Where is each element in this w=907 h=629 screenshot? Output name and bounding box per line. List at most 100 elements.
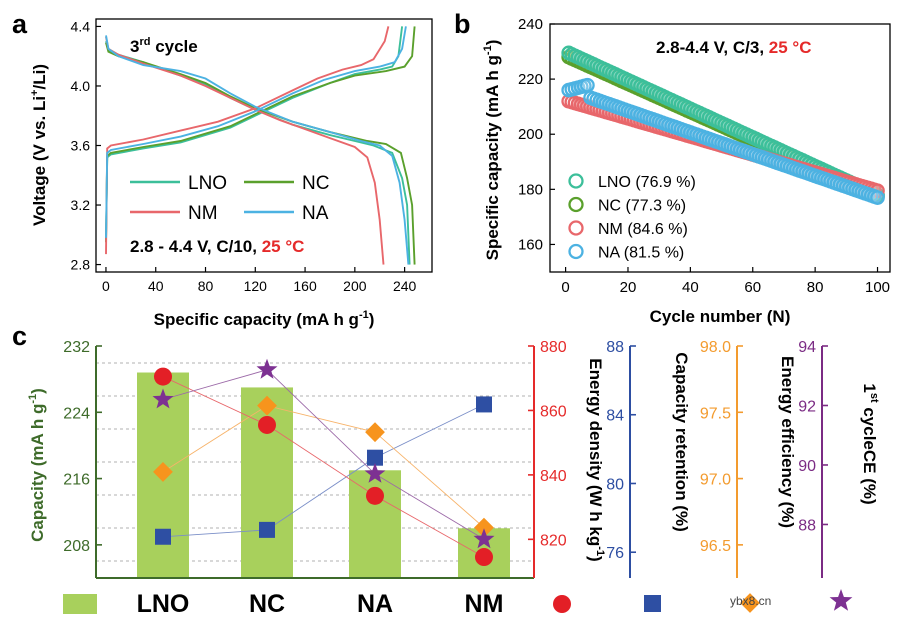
panel-b-legend-label-lno: LNO (76.9 %) (598, 174, 696, 191)
panel-c-tick-label-capacity-retention: 84 (606, 408, 624, 425)
panel-c-tick-label-capacity-retention: 80 (606, 476, 624, 493)
panel-c: 208 216 224 232 820 840 860 880 76 80 84 88 96.5 97.0… (27, 339, 880, 618)
panel-a-curve-nc-discharge (105, 42, 416, 265)
panel-c-capacity-retention-label: Capacity retention (%) (672, 352, 691, 531)
panel-c-tick-label-energy-efficiency: 97.0 (700, 472, 731, 489)
panel-c-tick-label-capacity: 208 (63, 538, 90, 555)
panel-a-legend-label-nc: NC (302, 173, 329, 194)
panel-c-marker-energy-density-nm (475, 548, 493, 567)
panel-b-ytick-label: 180 (518, 181, 543, 198)
panel-a-ytick-label: 4.4 (71, 18, 91, 34)
panel-c-line-energy-efficiency (162, 405, 485, 528)
panel-c-tick-label-capacity-retention: 76 (606, 545, 624, 562)
panel-c-tick-label-energy-efficiency: 97.5 (700, 405, 731, 422)
panel-c-marker-energy-density-lno (154, 367, 172, 386)
panel-c-marker-first-cycle-ce-nc (256, 358, 278, 379)
panel-c-category-labels: LNO NC NA NM (137, 590, 504, 618)
legend-bar-swatch (63, 594, 97, 614)
panel-c-capacity-label: Capacity (mA h g-1) (27, 388, 47, 542)
panel-c-tick-label-first-cycle-ce: 90 (798, 458, 816, 475)
panel-b-ytick-label: 200 (518, 126, 543, 143)
panel-c-line-capacity-retention (162, 403, 485, 538)
legend-energy-efficiency-marker (740, 593, 760, 613)
panel-b: 0 20 40 60 80 100 160 180 200 220 240 2.8-4.4 V, C… (482, 16, 891, 326)
panel-a-xtick-label: 240 (393, 278, 417, 294)
panel-a-xtick-label: 0 (102, 278, 110, 294)
panel-c-marker-first-cycle-ce-na (364, 462, 386, 483)
panel-b-xtick-label: 80 (807, 279, 824, 296)
panel-c-bars (137, 372, 510, 578)
panel-a-xtick-label: 120 (244, 278, 268, 294)
panel-b-ytick-label: 240 (518, 16, 543, 33)
panel-a-xtick-label: 40 (148, 278, 164, 294)
panel-b-xtick-label: 60 (744, 279, 761, 296)
panel-c-tick-label-energy-density: 880 (540, 339, 567, 356)
panel-b-condition: 2.8-4.4 V, C/3, 25 °C (656, 38, 812, 57)
panel-a-ytick-label: 3.6 (71, 138, 91, 154)
panel-b-ylabel: Specific capacity (mA h g-1) (482, 40, 502, 261)
panel-b-ytick-label: 160 (518, 236, 543, 253)
panel-c-tick-label-first-cycle-ce: 88 (798, 517, 816, 534)
panel-a-curve-na-charge (105, 26, 407, 238)
panel-label-c: c (12, 321, 27, 351)
panel-b-legend-label-nc: NC (77.3 %) (598, 198, 686, 215)
panel-b-legend-marker-lno (568, 173, 584, 189)
panel-a-curve-na-discharge (105, 35, 410, 265)
panel-a-ytick-label: 3.2 (71, 197, 91, 213)
panel-c-marker-energy-efficiency-na (365, 422, 385, 443)
panel-c-marker-energy-efficiency-nm (474, 517, 494, 538)
panel-c-tick-label-energy-density: 820 (540, 532, 567, 549)
panel-c-marker-first-cycle-ce-lno (152, 388, 174, 409)
panel-b-frame (549, 23, 891, 273)
panel-c-tick-label-capacity-retention: 88 (606, 339, 624, 356)
panel-c-line-first-cycle-ce (162, 369, 485, 540)
panel-a-ytick-label: 2.8 (71, 257, 91, 273)
panel-b-legend-marker-na (568, 243, 584, 260)
panel-a-xlabel: Specific capacity (mA h g-1) (154, 309, 375, 329)
panel-c-marker-capacity-retention-na (367, 449, 383, 466)
panel-a-curve-nm-discharge (105, 36, 385, 265)
panel-b-points (561, 45, 885, 205)
panel-c-bar-na (349, 470, 401, 578)
panel-a-ytick-label: 4.0 (71, 78, 91, 94)
panel-a-ticks: 0 40 80 120 160 200 240 2.8 3.2 3.6 4.0 4.4 (71, 18, 417, 294)
panel-c-tick-label-first-cycle-ce: 92 (798, 398, 816, 415)
panel-b-point-na (870, 190, 885, 205)
panel-c-marker-capacity-retention-nc (259, 521, 275, 538)
panel-c-category-nm: NM (465, 590, 504, 618)
panel-c-marker-first-cycle-ce-nm (473, 528, 495, 549)
panel-label-a: a (12, 9, 28, 39)
panel-b-ticks: 0 20 40 60 80 100 160 180 200 220 240 (518, 16, 890, 296)
panel-c-lines (162, 369, 485, 558)
panel-b-xtick-label: 20 (620, 279, 637, 296)
panel-a-xtick-label: 160 (293, 278, 317, 294)
panel-a-curve-nc-charge (105, 26, 416, 243)
panel-c-tick-label-first-cycle-ce: 94 (798, 339, 816, 356)
panel-b-point-na (580, 77, 595, 93)
panel-c-marker-capacity-retention-nm (476, 396, 492, 413)
panel-c-tick-label-energy-efficiency: 98.0 (700, 339, 731, 356)
panel-a: 0 40 80 120 160 200 240 2.8 3.2 3.6 4.0 4.4 3rd cyc… (29, 18, 433, 329)
panel-b-legend: LNO (76.9 %) NC (77.3 %) NM (84.6 %) NA (81… (568, 173, 696, 262)
panel-b-xlabel: Cycle number (N) (650, 307, 791, 326)
panel-c-marker-capacity-retention-lno (155, 528, 171, 545)
panel-c-first-cycle-ce-label: 1st cycleCE (%) (860, 383, 880, 504)
panel-c-axes: 208 216 224 232 820 840 860 880 76 80 84 88 96.5 97.0… (63, 339, 828, 579)
panel-b-legend-label-na: NA (81.5 %) (598, 245, 684, 262)
panel-c-tick-label-energy-density: 860 (540, 403, 567, 420)
panel-a-xtick-label: 200 (343, 278, 367, 294)
panel-b-legend-marker-nc (568, 196, 584, 213)
panel-c-tick-label-capacity: 216 (63, 472, 90, 489)
panel-c-marker-energy-density-nc (258, 415, 276, 434)
panel-c-line-energy-density (162, 376, 485, 558)
panel-b-legend-label-nm: NM (84.6 %) (598, 221, 688, 238)
panel-a-curve-lno-charge (105, 26, 404, 243)
panel-c-energy-efficiency-label: Energy efficiency (%) (778, 356, 797, 528)
panel-b-legend-marker-nm (568, 220, 584, 236)
watermark: ybx8.cn (730, 594, 771, 608)
legend-energy-density-marker (553, 595, 571, 613)
panel-c-tick-label-energy-density: 840 (540, 468, 567, 485)
panel-a-ylabel: Voltage (V vs. Li+/Li) (29, 64, 49, 226)
panel-a-title: 3rd cycle (130, 36, 198, 56)
